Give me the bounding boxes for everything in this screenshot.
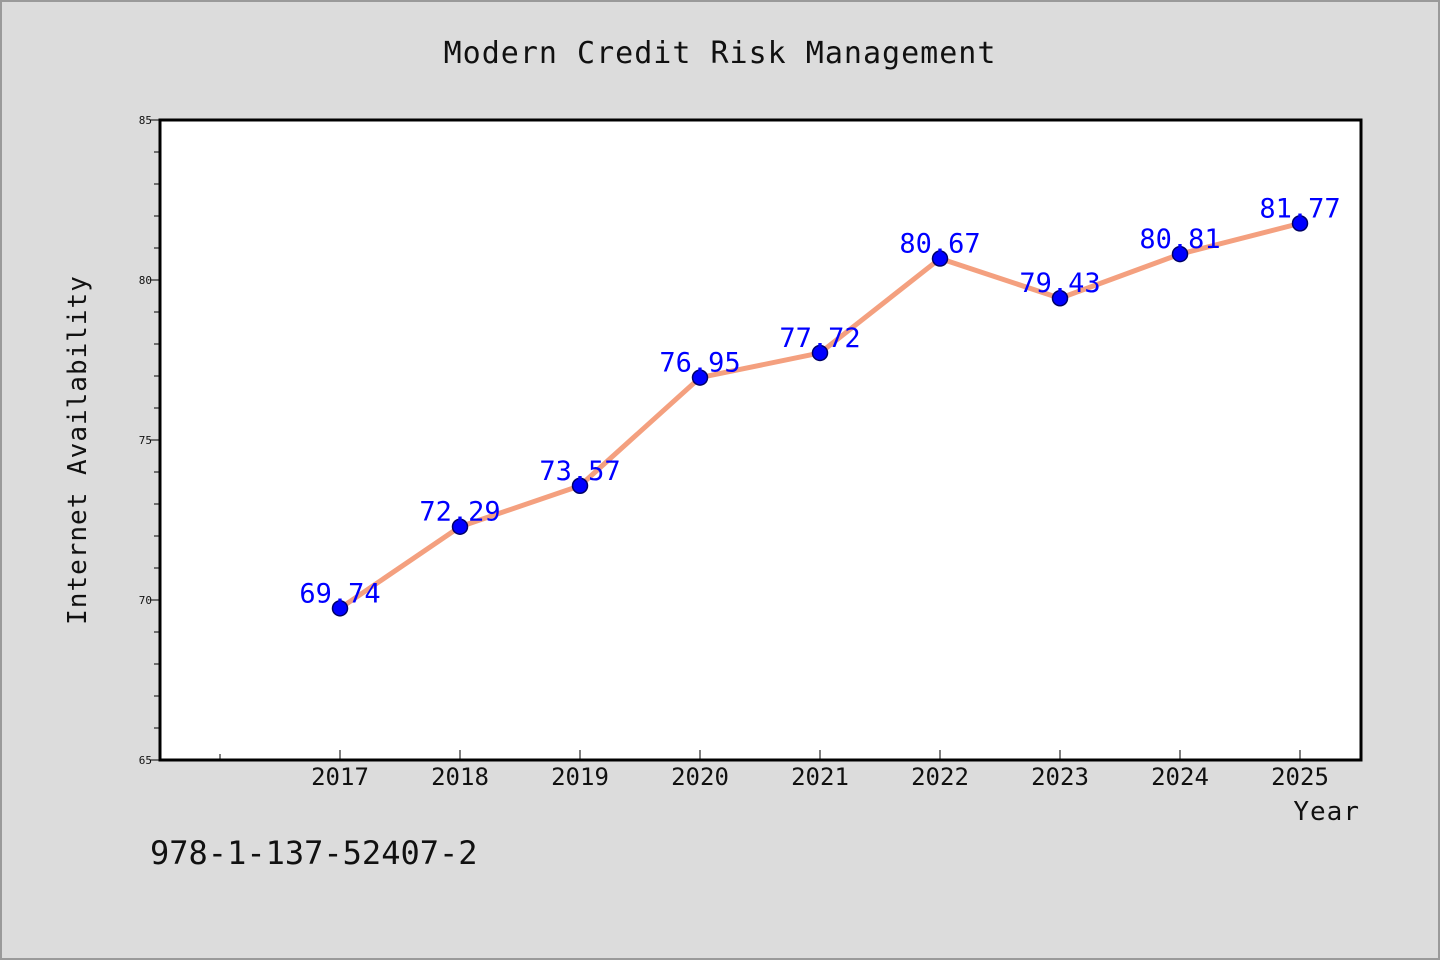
data-point	[1171, 245, 1189, 263]
data-point	[451, 518, 469, 535]
y-axis-label: Internet Availability	[63, 275, 93, 625]
x-tick-label: 2021	[791, 763, 849, 791]
data-point	[571, 477, 589, 495]
x-axis-label: Year	[1293, 797, 1360, 827]
data-label: 77.72	[779, 323, 860, 354]
y-tick-label: 80	[139, 274, 152, 287]
data-point	[1051, 289, 1069, 307]
x-tick-label: 2024	[1151, 763, 1209, 791]
data-point	[931, 250, 949, 267]
data-label: 72.29	[419, 497, 500, 528]
x-tick-label: 2018	[431, 763, 489, 791]
chart-title: Modern Credit Risk Management	[444, 36, 997, 71]
data-label: 81.77	[1259, 193, 1340, 224]
data-label: 80.81	[1139, 224, 1220, 255]
data-point	[1291, 215, 1309, 232]
y-tick-label: 65	[139, 754, 152, 767]
y-tick-label: 75	[139, 434, 152, 447]
data-label: 79.43	[1019, 268, 1100, 299]
x-axis: 2017 2018 2019 2020 2021 2022 2023 2024 2025	[219, 750, 1329, 791]
data-label: 76.95	[659, 348, 740, 379]
isbn-text: 978-1-137-52407-2	[150, 834, 478, 872]
data-point	[331, 600, 349, 617]
y-tick-label: 70	[139, 594, 152, 607]
y-axis: 65 70 75 80 85	[139, 114, 160, 767]
x-tick-label: 2025	[1271, 763, 1329, 791]
x-tick-label: 2020	[671, 763, 729, 791]
data-label: 80.67	[899, 229, 980, 260]
y-tick-label: 85	[139, 114, 152, 127]
x-tick-label: 2022	[911, 763, 969, 791]
x-tick-label: 2019	[551, 763, 609, 791]
x-tick-label: 2017	[311, 763, 369, 791]
data-point	[811, 344, 829, 362]
plot-area	[158, 118, 1363, 762]
x-tick-label: 2023	[1031, 763, 1089, 791]
data-label: 69.74	[299, 578, 380, 609]
data-label: 73.57	[539, 456, 620, 487]
data-point	[691, 369, 709, 386]
series-group: 69.74 72.29 73.57 76.95 77.72 80.67 79.43 80.81…	[299, 193, 1341, 617]
